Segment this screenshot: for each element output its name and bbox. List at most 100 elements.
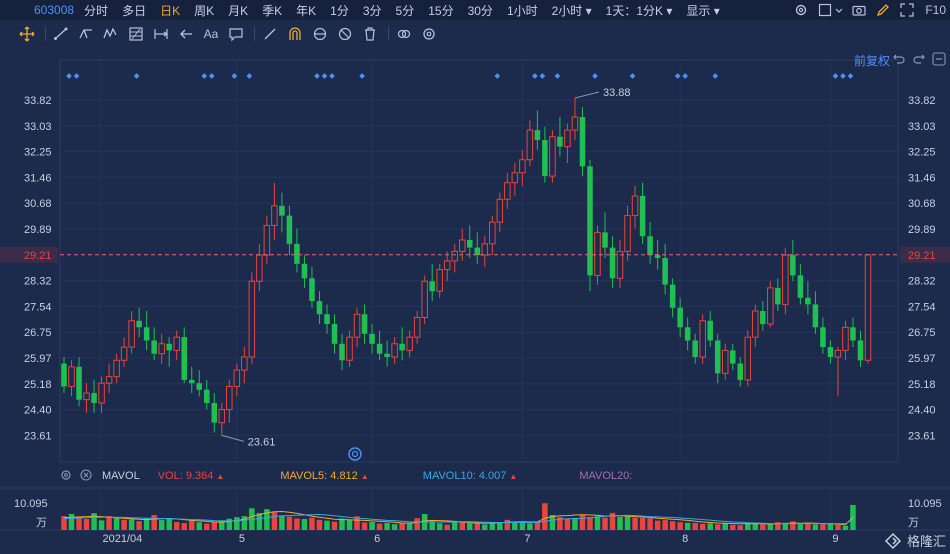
period-tab[interactable]: 年K: [296, 3, 317, 18]
candle-body: [775, 287, 781, 305]
candle-body: [353, 313, 361, 338]
event-marker[interactable]: [246, 73, 253, 79]
settings-icon[interactable]: [418, 24, 440, 44]
event-marker[interactable]: [133, 73, 140, 79]
gear-icon[interactable]: [794, 3, 808, 17]
text-tool-button[interactable]: Aa: [203, 27, 219, 41]
candle-body: [376, 343, 383, 354]
event-marker[interactable]: [840, 73, 846, 79]
event-marker[interactable]: [674, 73, 681, 79]
indicator-close-icon[interactable]: [80, 468, 92, 484]
event-marker[interactable]: [321, 73, 328, 79]
event-marker[interactable]: [494, 73, 501, 79]
ruler-icon[interactable]: [259, 24, 281, 44]
period-tab[interactable]: 周K: [194, 3, 215, 18]
crosshair-move-icon[interactable]: [16, 24, 38, 44]
candle-body: [721, 349, 729, 374]
period-tab[interactable]: 日K: [160, 3, 181, 18]
candle-body: [339, 343, 345, 361]
period-tab[interactable]: 多日: [122, 3, 147, 18]
hide-drawing-icon[interactable]: [334, 24, 356, 44]
event-marker[interactable]: [359, 73, 365, 79]
line-tool-icon[interactable]: [50, 24, 72, 44]
indicator-name[interactable]: MAVOL: [102, 470, 140, 482]
period-tab[interactable]: 3分: [362, 3, 382, 18]
period-tab[interactable]: 季K: [262, 3, 283, 18]
camera-icon[interactable]: [852, 3, 866, 17]
event-marker[interactable]: [682, 73, 688, 79]
arrow-left-icon[interactable]: [175, 24, 197, 44]
period-tab[interactable]: 1天：1分K ▾: [605, 3, 673, 18]
period-tab[interactable]: 2小时 ▾: [551, 3, 592, 18]
period-tab[interactable]: 显示 ▾: [686, 3, 720, 18]
pencil-icon[interactable]: [876, 3, 890, 17]
up-arrow-icon: ▲: [509, 472, 518, 481]
fullscreen-icon[interactable]: [900, 3, 914, 17]
mavol5-value: MAVOL5: 4.812 ▲: [280, 470, 368, 482]
undo-icon[interactable]: [892, 52, 906, 71]
redo-icon[interactable]: [912, 52, 926, 71]
period-tab[interactable]: 30分: [467, 3, 493, 18]
channel-tool-icon[interactable]: [75, 24, 97, 44]
volume-bar: [579, 515, 586, 530]
event-marker[interactable]: [231, 73, 238, 79]
period-tab[interactable]: 1分: [330, 3, 349, 18]
candle-body: [443, 260, 451, 271]
period-tab[interactable]: 月K: [228, 3, 249, 18]
volume-bar: [662, 520, 668, 530]
event-marker[interactable]: [329, 73, 335, 79]
ticker-code[interactable]: 603008: [34, 3, 75, 17]
event-marker[interactable]: [314, 73, 320, 79]
volume-bar: [677, 522, 683, 530]
link-icon[interactable]: [393, 24, 415, 44]
period-tab[interactable]: 1小时: [506, 3, 538, 18]
event-marker[interactable]: [832, 73, 839, 79]
time-tick-label: 8: [682, 533, 688, 545]
fibonacci-tool-icon[interactable]: [125, 24, 147, 44]
volume-bar: [301, 519, 308, 530]
period-tab[interactable]: 5分: [395, 3, 415, 18]
lock-drawing-icon[interactable]: [309, 24, 331, 44]
period-tab[interactable]: 15分: [428, 3, 454, 18]
event-marker[interactable]: [532, 73, 538, 79]
event-marker[interactable]: [847, 73, 854, 79]
volume-bar: [474, 522, 481, 530]
high-leader-line: [574, 91, 600, 99]
volume-bar: [459, 521, 465, 530]
square-checkbox-icon[interactable]: [818, 3, 832, 17]
trash-icon[interactable]: [359, 24, 381, 44]
price-adjust-toggle[interactable]: 前复权: [853, 54, 890, 68]
event-marker[interactable]: [539, 73, 546, 79]
mavol5-line: [63, 510, 854, 526]
volume-series: [0, 487, 950, 531]
event-marker[interactable]: [201, 73, 208, 79]
event-marker[interactable]: [592, 73, 598, 79]
volume-bar: [632, 517, 638, 530]
volume-bar: [331, 521, 338, 530]
candle-body: [324, 314, 330, 325]
f10-button[interactable]: F10: [925, 3, 946, 17]
period-tab[interactable]: 分时: [84, 3, 109, 18]
event-marker[interactable]: [712, 73, 719, 79]
indicator-settings-icon[interactable]: [60, 469, 72, 484]
event-marker[interactable]: [73, 73, 80, 79]
candle-body: [105, 376, 113, 384]
volume-bar: [669, 521, 676, 530]
volume-bar: [166, 518, 172, 530]
event-marker[interactable]: [208, 73, 215, 79]
event-marker[interactable]: [66, 73, 72, 79]
volume-max-left: 10.095: [14, 498, 48, 510]
wave-tool-icon[interactable]: [100, 24, 122, 44]
volume-bar: [414, 518, 420, 530]
chevron-down-icon[interactable]: [835, 3, 843, 17]
magnet-icon[interactable]: [284, 24, 306, 44]
measure-tool-icon[interactable]: [150, 24, 172, 44]
minus-icon[interactable]: [932, 52, 946, 71]
event-marker[interactable]: [629, 73, 636, 79]
spiral-icon[interactable]: [348, 447, 362, 461]
candle-body: [113, 359, 120, 378]
comment-icon[interactable]: [225, 24, 247, 44]
event-marker[interactable]: [554, 73, 561, 79]
candle-body: [91, 393, 97, 403]
